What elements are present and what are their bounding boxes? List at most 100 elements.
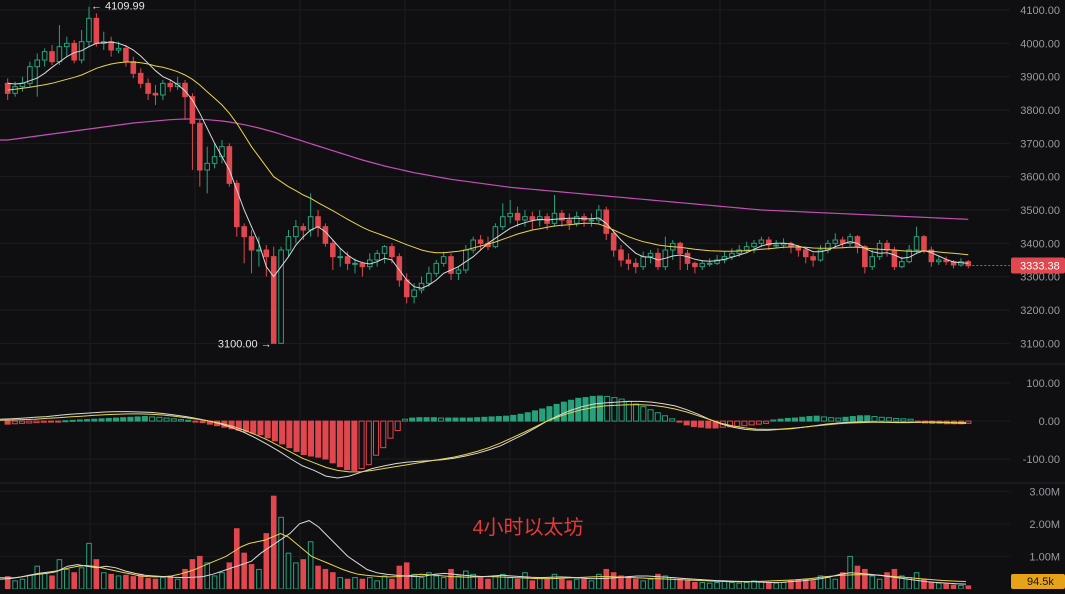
candle[interactable]	[647, 250, 654, 264]
candle[interactable]	[374, 250, 380, 267]
candle[interactable]	[802, 248, 809, 264]
candle[interactable]	[943, 256, 949, 265]
candle[interactable]	[766, 236, 772, 250]
candle[interactable]	[618, 245, 624, 267]
candle[interactable]	[49, 45, 55, 65]
candle[interactable]	[965, 260, 972, 269]
candle[interactable]	[928, 246, 935, 267]
candle[interactable]	[211, 143, 218, 169]
candle[interactable]	[204, 146, 210, 194]
candle[interactable]	[854, 235, 861, 254]
candle[interactable]	[34, 53, 41, 97]
candle[interactable]	[330, 240, 336, 270]
candle[interactable]	[167, 80, 174, 92]
candle[interactable]	[359, 261, 366, 277]
candle[interactable]	[315, 210, 321, 237]
candle[interactable]	[699, 260, 706, 270]
candle[interactable]	[884, 240, 890, 257]
candle[interactable]	[551, 195, 558, 227]
candle[interactable]	[913, 226, 920, 254]
candle[interactable]	[470, 236, 477, 254]
candle[interactable]	[810, 253, 816, 267]
candle[interactable]	[93, 13, 100, 47]
candle[interactable]	[773, 240, 779, 249]
candle[interactable]	[226, 143, 233, 187]
candle[interactable]	[440, 251, 447, 267]
candle[interactable]	[522, 210, 528, 227]
candle[interactable]	[78, 30, 85, 64]
candle[interactable]	[197, 120, 203, 187]
candle[interactable]	[130, 56, 137, 79]
candle[interactable]	[677, 241, 683, 270]
candle[interactable]	[137, 68, 144, 89]
candle[interactable]	[300, 223, 307, 240]
candle[interactable]	[270, 246, 277, 344]
candle[interactable]	[278, 246, 284, 344]
candle[interactable]	[714, 255, 720, 265]
candle[interactable]	[256, 236, 262, 267]
candle[interactable]	[322, 223, 329, 247]
candle[interactable]	[906, 245, 912, 264]
candle[interactable]	[189, 93, 196, 170]
candle[interactable]	[381, 245, 388, 264]
candle[interactable]	[706, 258, 713, 267]
candle[interactable]	[19, 76, 26, 92]
candle[interactable]	[692, 261, 698, 274]
candle[interactable]	[640, 251, 646, 270]
candle[interactable]	[596, 205, 602, 224]
candle[interactable]	[862, 245, 868, 274]
candle[interactable]	[86, 6, 92, 47]
candle[interactable]	[847, 233, 853, 247]
candle[interactable]	[248, 230, 255, 274]
candle[interactable]	[64, 36, 70, 57]
candle[interactable]	[337, 248, 344, 267]
candle[interactable]	[366, 253, 373, 270]
candle[interactable]	[743, 241, 750, 254]
candle[interactable]	[455, 266, 462, 280]
candle[interactable]	[56, 25, 63, 65]
candle[interactable]	[152, 85, 159, 105]
candle[interactable]	[160, 80, 166, 100]
candle[interactable]	[581, 213, 587, 227]
candle[interactable]	[241, 223, 247, 264]
candle[interactable]	[123, 45, 129, 67]
candle[interactable]	[684, 250, 691, 270]
candle[interactable]	[721, 251, 728, 264]
candle[interactable]	[41, 48, 48, 67]
candle[interactable]	[751, 240, 757, 254]
candle[interactable]	[536, 210, 543, 227]
candle[interactable]	[492, 223, 499, 249]
candle[interactable]	[182, 80, 188, 120]
candle[interactable]	[433, 260, 440, 277]
candle[interactable]	[507, 200, 513, 224]
candle[interactable]	[935, 256, 942, 265]
candle[interactable]	[610, 230, 617, 257]
candle[interactable]	[426, 266, 432, 287]
candle[interactable]	[758, 236, 765, 247]
candle[interactable]	[729, 248, 735, 260]
candle[interactable]	[662, 236, 669, 270]
candle[interactable]	[108, 36, 114, 57]
candle[interactable]	[71, 40, 77, 64]
candle[interactable]	[27, 61, 33, 87]
candle[interactable]	[418, 276, 425, 294]
candle[interactable]	[100, 31, 107, 50]
candle[interactable]	[499, 203, 506, 230]
candle[interactable]	[145, 78, 151, 100]
candle[interactable]	[839, 236, 846, 249]
candle[interactable]	[352, 258, 358, 274]
candle[interactable]	[263, 245, 270, 277]
candle[interactable]	[632, 258, 639, 274]
candle[interactable]	[448, 253, 454, 280]
candle[interactable]	[514, 206, 521, 227]
candle[interactable]	[876, 240, 883, 260]
candle[interactable]	[825, 240, 831, 254]
candle[interactable]	[4, 78, 11, 100]
candle[interactable]	[566, 213, 573, 230]
candle[interactable]	[869, 250, 876, 270]
candle[interactable]	[817, 245, 824, 262]
candle[interactable]	[588, 213, 595, 227]
candle[interactable]	[293, 220, 299, 244]
